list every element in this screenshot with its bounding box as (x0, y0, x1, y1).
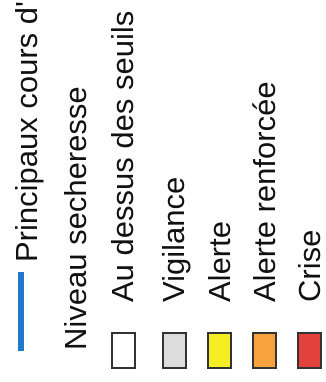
level-swatch (252, 332, 277, 369)
river-line-icon (18, 272, 24, 351)
level-swatch (111, 332, 136, 369)
level-swatch (207, 332, 232, 369)
river-label: Principaux cours d'eau (9, 0, 44, 262)
level-label: Au dessus des seuils (105, 10, 140, 302)
level-label: Alerte (202, 221, 237, 302)
level-swatch (297, 332, 322, 369)
level-label: Alerte renforcée (247, 81, 282, 302)
level-label: Vigilance (156, 176, 191, 302)
level-label: Crise (292, 229, 326, 302)
legend-section-title: Niveau secheresse (58, 86, 93, 350)
level-swatch (162, 332, 187, 369)
